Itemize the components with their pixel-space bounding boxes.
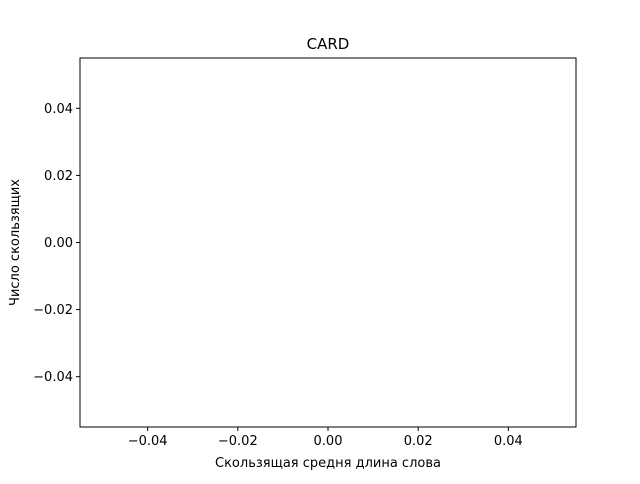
chart-title: CARD (307, 35, 350, 53)
x-tick-label: −0.02 (218, 434, 258, 449)
x-axis-ticks: −0.04 −0.02 0.00 0.02 0.04 (128, 427, 523, 449)
y-tick-label: −0.04 (33, 370, 73, 385)
y-axis-ticks: −0.04 −0.02 0.00 0.02 0.04 (33, 102, 80, 385)
x-tick-label: 0.04 (494, 434, 523, 449)
y-tick-label: −0.02 (33, 303, 73, 318)
y-axis-label: Число скользящих (8, 179, 23, 306)
x-tick-label: 0.02 (404, 434, 433, 449)
y-tick-label: 0.00 (44, 236, 73, 251)
x-tick-label: −0.04 (128, 434, 168, 449)
y-tick-label: 0.04 (44, 102, 73, 117)
x-tick-label: 0.00 (314, 434, 343, 449)
y-tick-label: 0.02 (44, 169, 73, 184)
x-axis-label: Скользящая средня длина слова (215, 456, 441, 471)
